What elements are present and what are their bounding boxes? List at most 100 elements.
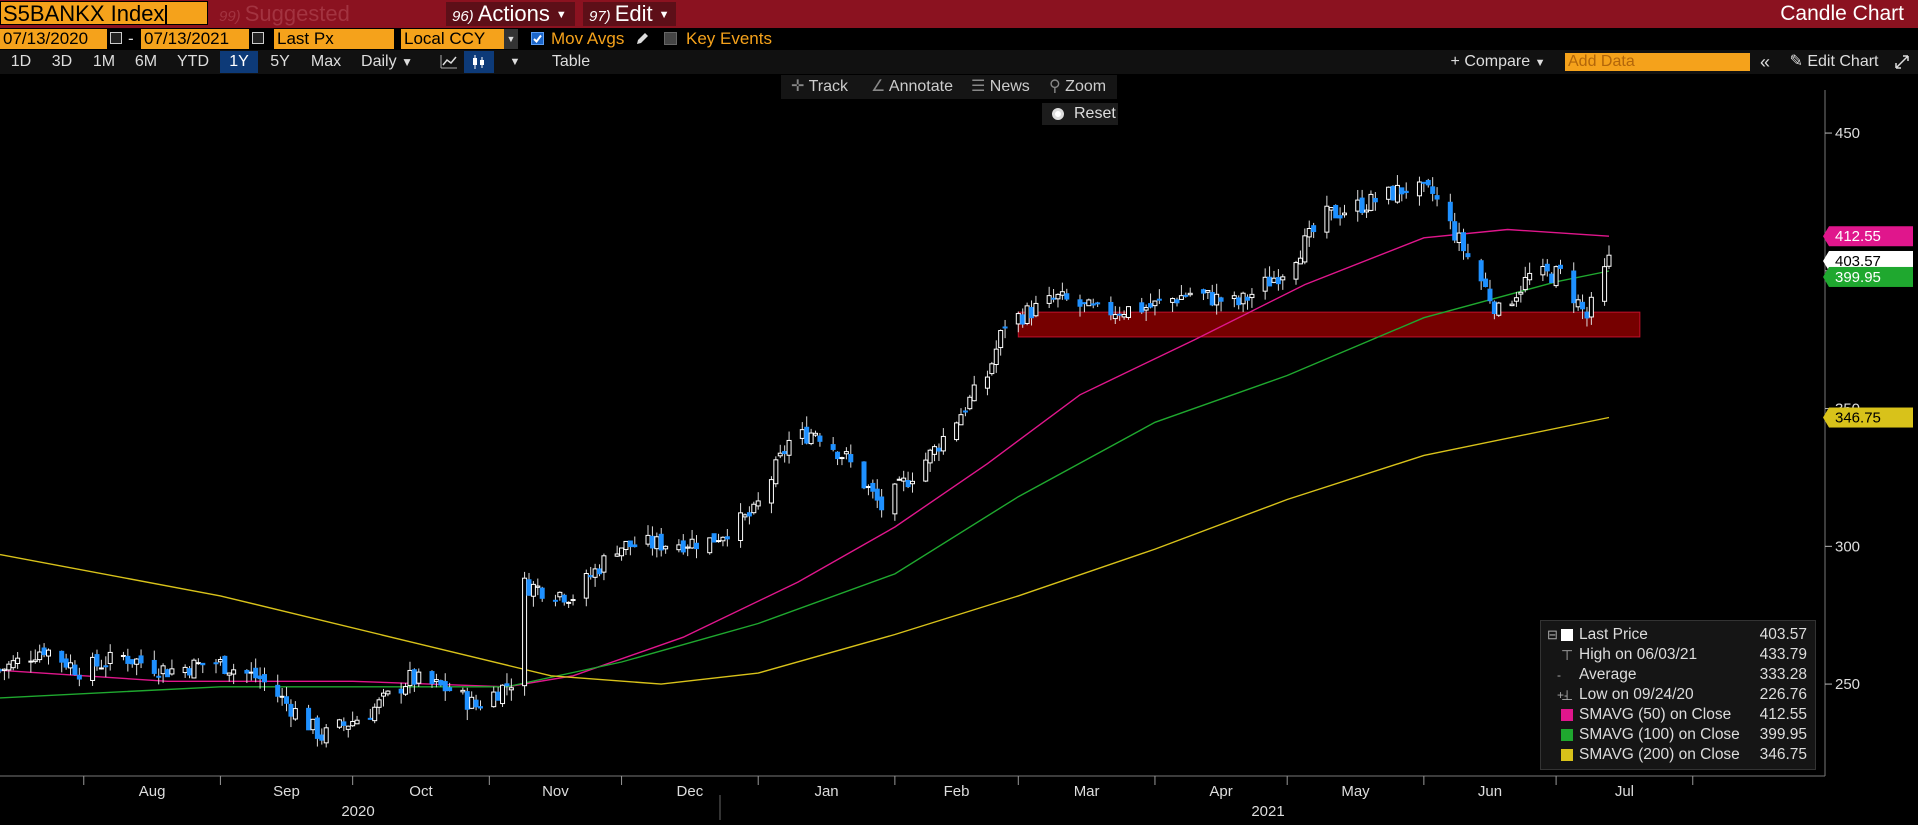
candle-body <box>910 480 915 485</box>
period-6m[interactable]: 6M <box>134 53 158 70</box>
x-month-label: Jan <box>814 783 838 800</box>
candle-body <box>861 461 867 489</box>
price-label-box <box>1829 250 1913 271</box>
candle-body <box>447 687 453 692</box>
candle-body <box>689 538 695 549</box>
price-label-text: 399.95 <box>1835 269 1881 286</box>
candle-body <box>962 410 968 413</box>
candle-body <box>442 681 448 692</box>
actions-menu[interactable]: 96) Actions ▼ <box>446 2 575 26</box>
candle-body <box>1046 295 1052 304</box>
candle-body <box>658 533 664 551</box>
candle-body <box>1218 297 1224 302</box>
candle-body <box>508 687 514 691</box>
price-label-text: 412.55 <box>1835 228 1881 245</box>
line-chart-icon[interactable] <box>434 51 464 73</box>
table-button[interactable]: Table <box>551 53 591 70</box>
chevron-down-icon[interactable]: ▼ <box>509 56 521 68</box>
candle-body <box>306 707 312 731</box>
candle-body <box>654 536 660 550</box>
candle-chart-icon[interactable] <box>464 51 494 73</box>
edit-chart-button[interactable]: ✎ Edit Chart <box>1780 51 1888 73</box>
period-1m[interactable]: 1M <box>92 53 116 70</box>
price-label-arrow <box>1823 226 1829 247</box>
end-date-field[interactable]: 07/13/2021 <box>141 29 249 49</box>
legend-last-price[interactable]: ⊟ Last Price 403.57 <box>1547 626 1807 643</box>
period-max[interactable]: Max <box>310 53 342 70</box>
candle-body <box>1518 291 1524 295</box>
candle-body <box>1337 215 1343 219</box>
candle-body <box>345 725 351 730</box>
legend-sma50[interactable]: SMAVG (50) on Close 412.55 <box>1541 705 1817 725</box>
compare-label: Compare <box>1464 53 1531 70</box>
period-1y[interactable]: 1Y <box>220 51 258 73</box>
candle-body <box>32 659 38 663</box>
legend-swatch <box>1561 629 1573 641</box>
candle-body <box>799 429 805 439</box>
frequency-label: Daily <box>361 53 397 70</box>
expand-icon[interactable] <box>1890 51 1914 73</box>
candle-body <box>63 658 69 668</box>
candle-body <box>1262 276 1268 292</box>
key-events-checkbox[interactable] <box>664 32 677 45</box>
mov-avgs-checkbox[interactable] <box>531 32 544 45</box>
candle-body <box>1077 299 1083 307</box>
candle-body <box>786 439 792 456</box>
candle-body <box>1527 272 1533 281</box>
candle-body <box>892 483 898 515</box>
candle-body <box>6 663 12 671</box>
candle-body <box>619 547 625 557</box>
candle-body <box>191 659 197 679</box>
candle-body <box>257 675 263 680</box>
start-date-field[interactable]: 07/13/2020 <box>0 29 107 49</box>
radio-icon <box>1052 108 1064 120</box>
candle-body <box>460 689 466 693</box>
currency-select[interactable]: Local CCY <box>401 29 504 49</box>
candle-body <box>1487 288 1493 302</box>
collapse-icon[interactable]: « <box>1759 52 1770 72</box>
annotate-tool[interactable]: ∠ Annotate <box>871 75 953 99</box>
candle-body <box>156 675 162 678</box>
reset-button[interactable]: Reset <box>1042 103 1118 125</box>
frequency-select[interactable]: Daily ▼ <box>352 51 422 73</box>
track-tool[interactable]: ✛ Track <box>791 75 848 99</box>
period-ytd[interactable]: YTD <box>177 53 209 70</box>
news-tool[interactable]: ☰ News <box>971 75 1030 99</box>
candle-body <box>1174 299 1180 304</box>
edit-menu[interactable]: 97) Edit ▼ <box>583 2 676 26</box>
zoom-tool[interactable]: ⚲ Zoom <box>1049 75 1106 99</box>
period-3d[interactable]: 3D <box>51 53 73 70</box>
compare-button[interactable]: + Compare ▼ <box>1438 51 1558 73</box>
candle-body <box>932 446 938 455</box>
candle-body <box>138 655 144 664</box>
candle-body <box>1324 205 1330 233</box>
add-data-input[interactable]: Add Data <box>1565 53 1750 71</box>
candle-body <box>1399 187 1405 195</box>
ticker-input[interactable]: S5BANKX Index <box>0 1 208 26</box>
price-label-text: 403.57 <box>1835 253 1881 270</box>
chevron-down-icon[interactable]: ▼ <box>504 29 518 49</box>
candle-body <box>1187 292 1193 296</box>
period-1d[interactable]: 1D <box>10 53 32 70</box>
calendar-icon[interactable] <box>252 32 264 44</box>
price-label-text: 346.75 <box>1835 410 1881 427</box>
legend-sma100[interactable]: SMAVG (100) on Close 399.95 <box>1541 725 1817 745</box>
candle-body <box>663 545 669 550</box>
x-month-label: Mar <box>1074 783 1100 800</box>
candle-body <box>680 540 686 553</box>
candle-body <box>1143 307 1149 311</box>
suggested-charts-menu[interactable]: 99)Suggested Charts▼ <box>213 2 438 53</box>
calendar-icon[interactable] <box>110 32 122 44</box>
period-5y[interactable]: 5Y <box>270 53 290 70</box>
pencil-icon[interactable] <box>634 31 650 47</box>
collapse-icon[interactable]: ⊟ <box>1547 627 1558 642</box>
candle-body <box>1117 313 1123 316</box>
candle-body <box>958 414 964 426</box>
candle-body <box>1496 302 1502 316</box>
legend-sma200[interactable]: SMAVG (200) on Close 346.75 <box>1541 745 1817 765</box>
candle-body <box>429 671 435 685</box>
candle-body <box>711 533 717 543</box>
price-field-select[interactable]: Last Px <box>274 29 394 49</box>
candle-body <box>1275 277 1281 285</box>
